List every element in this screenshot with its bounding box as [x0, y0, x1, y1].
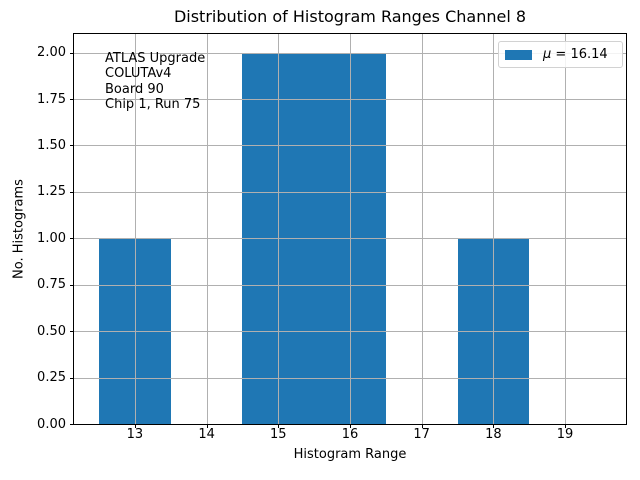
x-tick-mark — [278, 424, 280, 428]
y-gridline — [74, 99, 626, 100]
x-tick-mark — [134, 424, 136, 428]
x-tick-label: 17 — [413, 427, 430, 442]
chart-title: Distribution of Histogram Ranges Channel… — [173, 7, 527, 26]
mu-symbol: μ — [543, 47, 552, 62]
y-tick-label: 1.00 — [37, 230, 66, 246]
plot-area: ATLAS Upgrade COLUTAv4 Board 90 Chip 1, … — [73, 33, 627, 425]
y-tick-mark — [70, 52, 74, 54]
y-gridline — [74, 238, 626, 240]
y-tick-label: 0.00 — [37, 416, 66, 432]
x-tick-mark — [350, 424, 351, 428]
x-tick-label: 15 — [270, 427, 287, 442]
legend-value: = 16.14 — [551, 47, 608, 62]
y-tick-label: 0.50 — [37, 323, 66, 339]
y-gridline — [74, 331, 626, 333]
y-gridline — [74, 52, 626, 54]
x-gridline — [134, 34, 136, 424]
y-gridline — [74, 377, 626, 379]
grid-layer — [74, 34, 626, 424]
x-tick-label: 19 — [556, 427, 574, 442]
y-tick-mark — [70, 424, 74, 425]
y-tick-mark — [70, 145, 74, 147]
legend-label: μ = 16.14 — [543, 47, 608, 62]
x-tick-mark — [493, 424, 495, 428]
x-tick-mark — [206, 424, 208, 428]
x-axis-label: Histogram Range — [293, 447, 407, 462]
y-gridline — [74, 284, 626, 286]
y-tick-mark — [70, 99, 74, 100]
x-gridline — [278, 34, 280, 424]
y-tick-label: 0.25 — [37, 370, 66, 386]
y-tick-label: 2.00 — [37, 45, 66, 61]
x-gridline — [206, 34, 208, 424]
y-tick-mark — [70, 331, 74, 333]
bars-layer — [74, 34, 626, 424]
x-tick-label: 14 — [198, 427, 215, 442]
x-tick-label: 16 — [341, 427, 359, 442]
legend-swatch — [505, 49, 532, 60]
y-gridline — [74, 191, 626, 193]
y-tick-mark — [70, 377, 74, 379]
x-gridline — [421, 34, 423, 424]
annotation-text: ATLAS Upgrade COLUTAv4 Board 90 Chip 1, … — [105, 51, 206, 112]
x-tick-label: 13 — [126, 427, 144, 442]
y-tick-label: 1.75 — [37, 91, 66, 107]
y-tick-label: 0.75 — [37, 277, 66, 293]
y-tick-label: 1.25 — [37, 184, 66, 200]
y-tick-mark — [70, 284, 74, 286]
y-tick-mark — [70, 238, 74, 240]
x-gridline — [565, 34, 567, 424]
y-gridline — [74, 145, 626, 147]
y-tick-mark — [70, 191, 74, 193]
x-gridline — [350, 34, 351, 424]
y-tick-label: 1.50 — [37, 137, 66, 153]
x-gridline — [493, 34, 495, 424]
legend: μ = 16.14 — [498, 41, 623, 68]
x-tick-mark — [421, 424, 423, 428]
x-tick-mark — [565, 424, 567, 428]
x-tick-label: 18 — [485, 427, 502, 442]
histogram-bar — [242, 52, 386, 424]
